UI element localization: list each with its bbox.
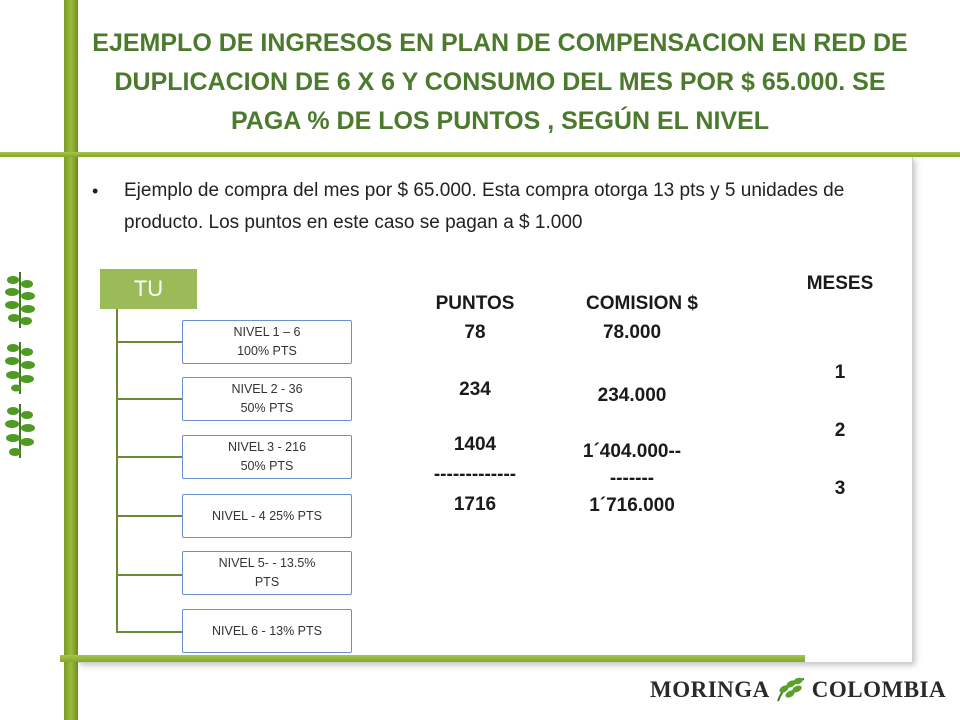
comision-total: 1´716.000 [589,495,675,516]
level-node-line2: PTS [254,575,280,589]
comision-value: 234.000 [597,385,667,406]
comision-column: COMISION $ 78.000 234.000 1´404.000-- --… [552,290,732,530]
comision-header: COMISION $ [586,293,698,314]
level-node-4: NIVEL - 4 25% PTS [182,494,352,538]
slide-title: EJEMPLO DE INGRESOS EN PLAN DE COMPENSAC… [92,29,908,135]
puntos-column: PUNTOS 78 234 1404 ------------- 1716 [410,290,540,530]
puntos-divider: ------------- [433,464,517,485]
level-node-line1: NIVEL 1 – 6 [233,325,301,339]
level-node-line1: NIVEL 5- - 13.5% [218,556,316,570]
tree-branch-line [116,456,182,458]
tree-branch-line [116,515,182,517]
puntos-total: 1716 [453,494,497,515]
level-node-1: NIVEL 1 – 6 100% PTS [182,320,352,364]
meses-value: 1 [834,362,846,383]
level-node-line1: NIVEL 3 - 216 [227,440,307,454]
tree-branch-line [116,398,182,400]
header-divider [0,152,960,157]
level-node-5: NIVEL 5- - 13.5% PTS [182,551,352,595]
puntos-value: 1404 [453,434,497,455]
tree-branch-line [116,631,182,633]
moringa-leaf-icon [5,404,35,458]
logo-leaf-icon [776,677,804,702]
level-node-6: NIVEL 6 - 13% PTS [182,609,352,653]
moringa-leaf-icon [5,342,35,394]
puntos-header: PUNTOS [435,293,515,314]
bullet-dot-icon: • [92,181,99,201]
meses-value: 3 [834,478,846,499]
tree-branch-line [116,574,182,576]
comision-value: 78.000 [602,322,662,343]
tree-trunk-line [116,309,118,631]
level-node-line1: NIVEL 6 - 13% PTS [212,623,322,638]
footer-divider [60,655,805,662]
level-node-line2: 50% PTS [240,401,294,415]
meses-value: 2 [834,420,846,441]
left-green-bar [64,0,78,720]
level-node-2: NIVEL 2 - 36 50% PTS [182,377,352,421]
level-node-line2: 50% PTS [240,459,294,473]
level-node-3: NIVEL 3 - 216 50% PTS [182,435,352,479]
root-node-tu: TU [100,269,197,309]
level-node-line1: NIVEL 2 - 36 [231,382,303,396]
tree-branch-line [116,341,182,343]
bullet-text: Ejemplo de compra del mes por $ 65.000. … [124,180,845,233]
level-node-line2: 100% PTS [237,344,297,358]
logo-text-left: MORINGA [650,677,770,702]
puntos-value: 234 [459,379,491,400]
meses-column: MESES 1 2 3 [790,270,890,510]
comision-divider: ------- [609,468,655,489]
moringa-leaf-icon [5,272,35,328]
puntos-value: 78 [464,322,486,343]
level-node-line1: NIVEL - 4 25% PTS [212,508,322,523]
moringa-colombia-logo: MORINGA COLOMBIA [650,672,946,708]
comision-value: 1´404.000-- [582,441,682,462]
logo-text-right: COLOMBIA [811,677,947,702]
meses-header: MESES [806,273,874,294]
